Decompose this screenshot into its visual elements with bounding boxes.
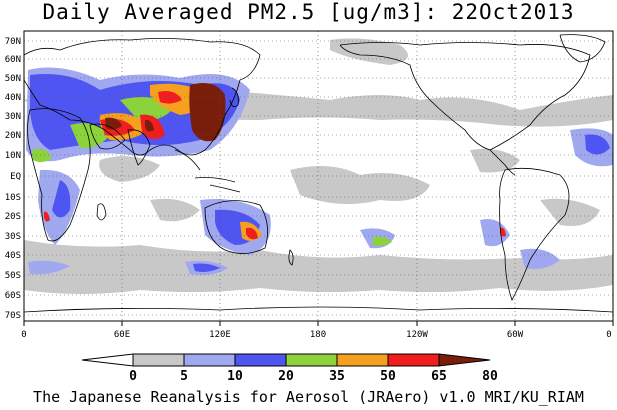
footer-caption: The Japanese Reanalysis for Aerosol (JRA…: [33, 388, 584, 406]
map-grid: [24, 31, 613, 321]
colorbar-swatch: [81, 353, 134, 367]
colorbar-swatch: [132, 353, 185, 367]
axis-ticks: [23, 321, 614, 326]
colorbar-label: 50: [380, 369, 396, 384]
lon-label: 60W: [507, 330, 524, 340]
lat-label: 20N: [5, 131, 21, 141]
lon-label: 120E: [209, 330, 231, 340]
map-title: Daily Averaged PM2.5 [ug/m3]: 22Oct2013: [42, 0, 575, 24]
lat-label: 40S: [5, 251, 21, 261]
lat-label: EQ: [10, 172, 21, 182]
colorbar-label: 5: [180, 369, 188, 384]
lon-label: 60E: [114, 330, 130, 340]
colorbar-swatch: [336, 353, 389, 367]
lon-label: 0: [21, 330, 26, 340]
lat-label: 70S: [5, 311, 21, 321]
land-outline: [24, 34, 613, 313]
colorbar-label: 0: [129, 369, 137, 384]
lat-label: 40N: [5, 93, 21, 103]
lat-label: 50N: [5, 74, 21, 84]
colorbar-label: 80: [482, 369, 498, 384]
colorbar-swatch: [387, 353, 440, 367]
colorbar-label: 10: [227, 369, 243, 384]
colorbar-swatch: [438, 353, 491, 367]
colorbar-swatch: [234, 353, 287, 367]
lat-label: 20S: [5, 212, 21, 222]
lat-label: 60S: [5, 291, 21, 301]
colorbar-swatch: [183, 353, 236, 367]
lat-label: 10N: [5, 151, 21, 161]
lon-label: 180: [310, 330, 326, 340]
lat-label: 70N: [5, 37, 21, 47]
lat-label: 60N: [5, 55, 21, 65]
colorbar-label: 65: [431, 369, 447, 384]
colorbar-label: 35: [329, 369, 345, 384]
lon-label: 0: [606, 330, 611, 340]
lat-label: 30N: [5, 112, 21, 122]
lat-label: 10S: [5, 193, 21, 203]
pm25-band-over-80: [105, 82, 226, 142]
colorbar-label: 20: [278, 369, 294, 384]
lat-label: 50S: [5, 271, 21, 281]
colorbar-swatch: [285, 353, 338, 367]
lon-label: 120W: [406, 330, 428, 340]
lat-label: 30S: [5, 232, 21, 242]
